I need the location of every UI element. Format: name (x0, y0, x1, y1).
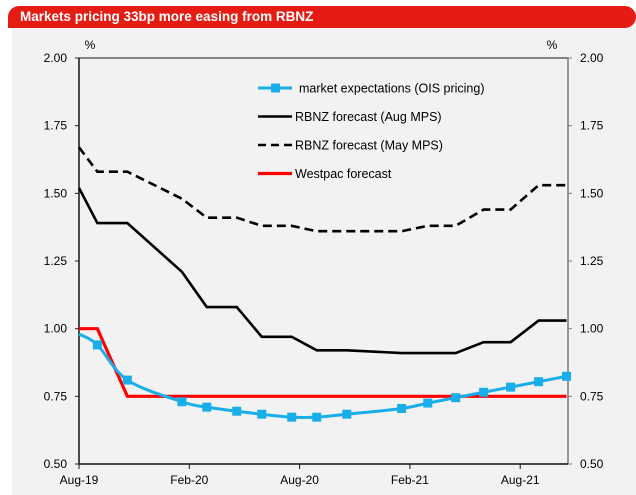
legend-item: market expectations (OIS pricing) (258, 82, 485, 96)
legend-marker (271, 83, 280, 93)
y-tick-label-right: 1.00 (580, 322, 604, 336)
axes: 0.50 0.50 0.75 0.75 1.00 1.00 1.25 1.25 1.50 1.50… (44, 38, 604, 487)
y-tick-label-right: 1.50 (580, 186, 604, 200)
data-point-marker (506, 382, 516, 392)
x-tick-label: Aug-19 (60, 473, 99, 487)
series-rbnz-forecast-aug-mps (77, 187, 567, 355)
x-tick-label: Aug-20 (280, 473, 319, 487)
y-tick-label-left: 0.75 (44, 389, 68, 403)
y-tick-label-left: 2.00 (44, 51, 68, 65)
y-tick-label-right: 1.75 (580, 119, 604, 133)
series-layer (77, 146, 572, 422)
y-axis-label-left: % (85, 38, 96, 52)
legend-item: Westpac forecast (258, 167, 392, 181)
legend-label: RBNZ forecast (May MPS) (295, 139, 443, 153)
series-line (77, 187, 567, 355)
series-market-expectations-ois-pricing (78, 332, 572, 422)
data-point-marker (287, 412, 297, 422)
legend-item: RBNZ forecast (Aug MPS) (258, 110, 442, 124)
y-tick-label-left: 1.00 (44, 322, 68, 336)
legend-label: Westpac forecast (295, 167, 392, 181)
data-point-marker (397, 404, 407, 414)
data-point-marker (92, 340, 102, 350)
y-tick-label-left: 0.50 (44, 457, 68, 471)
data-point-marker (534, 377, 544, 387)
series-rbnz-forecast-may-mps (77, 146, 567, 233)
data-point-marker (202, 402, 212, 412)
y-tick-label-left: 1.25 (44, 254, 68, 268)
legend-label: market expectations (OIS pricing) (299, 82, 485, 96)
series-line (78, 332, 567, 420)
y-axis-label-right: % (547, 38, 558, 52)
data-point-marker (451, 393, 461, 403)
series-westpac-forecast (79, 327, 567, 398)
x-tick-label: Aug-21 (501, 473, 540, 487)
x-tick-label: Feb-20 (170, 473, 208, 487)
data-point-marker (122, 375, 132, 385)
y-tick-label-right: 0.50 (580, 457, 604, 471)
data-point-marker (312, 412, 322, 422)
y-tick-label-left: 1.50 (44, 186, 68, 200)
legend: market expectations (OIS pricing) RBNZ fo… (258, 82, 485, 181)
y-tick-label-right: 1.25 (580, 254, 604, 268)
data-point-marker (479, 387, 489, 397)
y-tick-label-right: 0.75 (580, 389, 604, 403)
series-line (77, 146, 567, 233)
data-point-marker (342, 409, 352, 419)
chart-title: Markets pricing 33bp more easing from RB… (8, 6, 636, 28)
series-line (79, 327, 567, 398)
y-tick-label-left: 1.75 (44, 119, 68, 133)
data-point-marker (257, 409, 267, 419)
legend-item: RBNZ forecast (May MPS) (258, 139, 443, 153)
data-point-marker (232, 406, 242, 416)
legend-label: RBNZ forecast (Aug MPS) (295, 110, 442, 124)
data-point-marker (423, 398, 433, 408)
y-tick-label-right: 2.00 (580, 51, 604, 65)
data-point-marker (177, 397, 187, 407)
data-point-marker (562, 371, 572, 381)
x-tick-label: Feb-21 (391, 473, 429, 487)
